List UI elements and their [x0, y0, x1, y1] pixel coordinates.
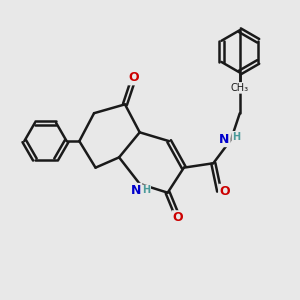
Text: O: O	[173, 211, 183, 224]
Text: N: N	[219, 133, 230, 146]
Text: CH₃: CH₃	[231, 83, 249, 93]
Text: H: H	[142, 185, 150, 195]
Text: N: N	[131, 184, 141, 197]
Text: O: O	[128, 71, 139, 84]
Text: H: H	[232, 132, 240, 142]
Text: O: O	[219, 185, 230, 198]
